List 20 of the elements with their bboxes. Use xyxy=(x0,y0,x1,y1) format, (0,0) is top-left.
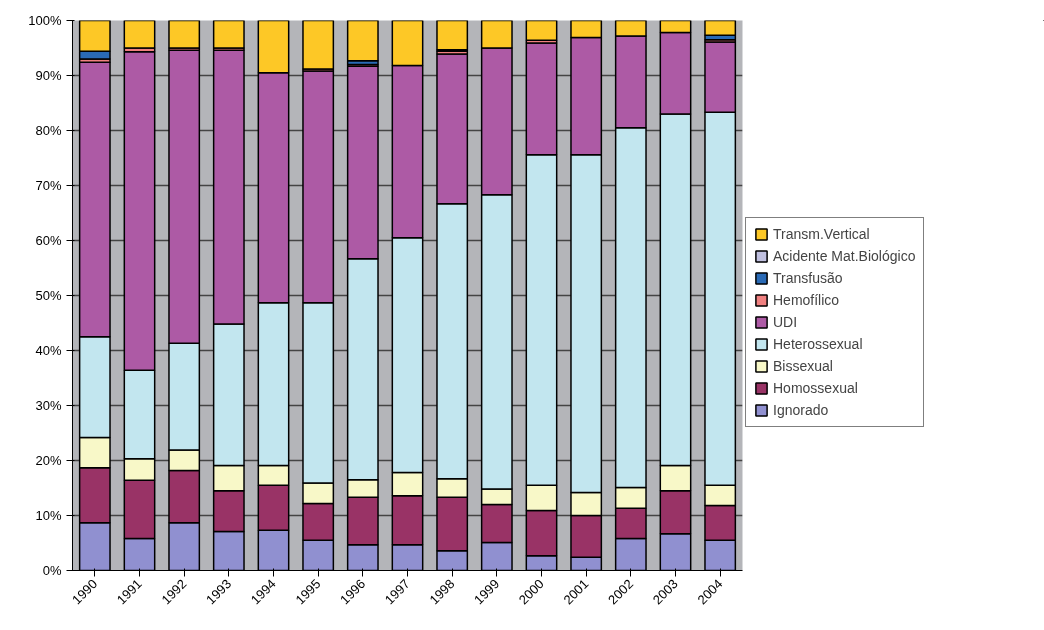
y-tick-label: 0% xyxy=(42,563,62,578)
y-tick-label: 60% xyxy=(35,233,62,248)
y-tick-label: 30% xyxy=(35,398,62,413)
y-tick-label: 20% xyxy=(35,453,62,468)
y-tick-label: 70% xyxy=(35,178,62,193)
legend-label: Ignorado xyxy=(773,402,829,418)
y-tick-label: 40% xyxy=(35,343,62,358)
legend-label: Transfusão xyxy=(773,270,843,286)
legend-label: UDI xyxy=(773,314,798,330)
legend-label: Homossexual xyxy=(773,380,858,396)
legend-label: Transm.Vertical xyxy=(773,226,870,242)
legend-label: Bissexual xyxy=(773,358,833,374)
y-tick-label: 90% xyxy=(35,68,62,83)
y-tick-label: 100% xyxy=(28,13,62,28)
legend-label: Hemofílico xyxy=(773,292,840,308)
y-tick-label: 10% xyxy=(35,508,62,523)
y-tick-label: 50% xyxy=(35,288,62,303)
legend-label: Heterossexual xyxy=(773,336,863,352)
y-tick-label: 80% xyxy=(35,123,62,138)
legend-label: Acidente Mat.Biológico xyxy=(773,248,916,264)
